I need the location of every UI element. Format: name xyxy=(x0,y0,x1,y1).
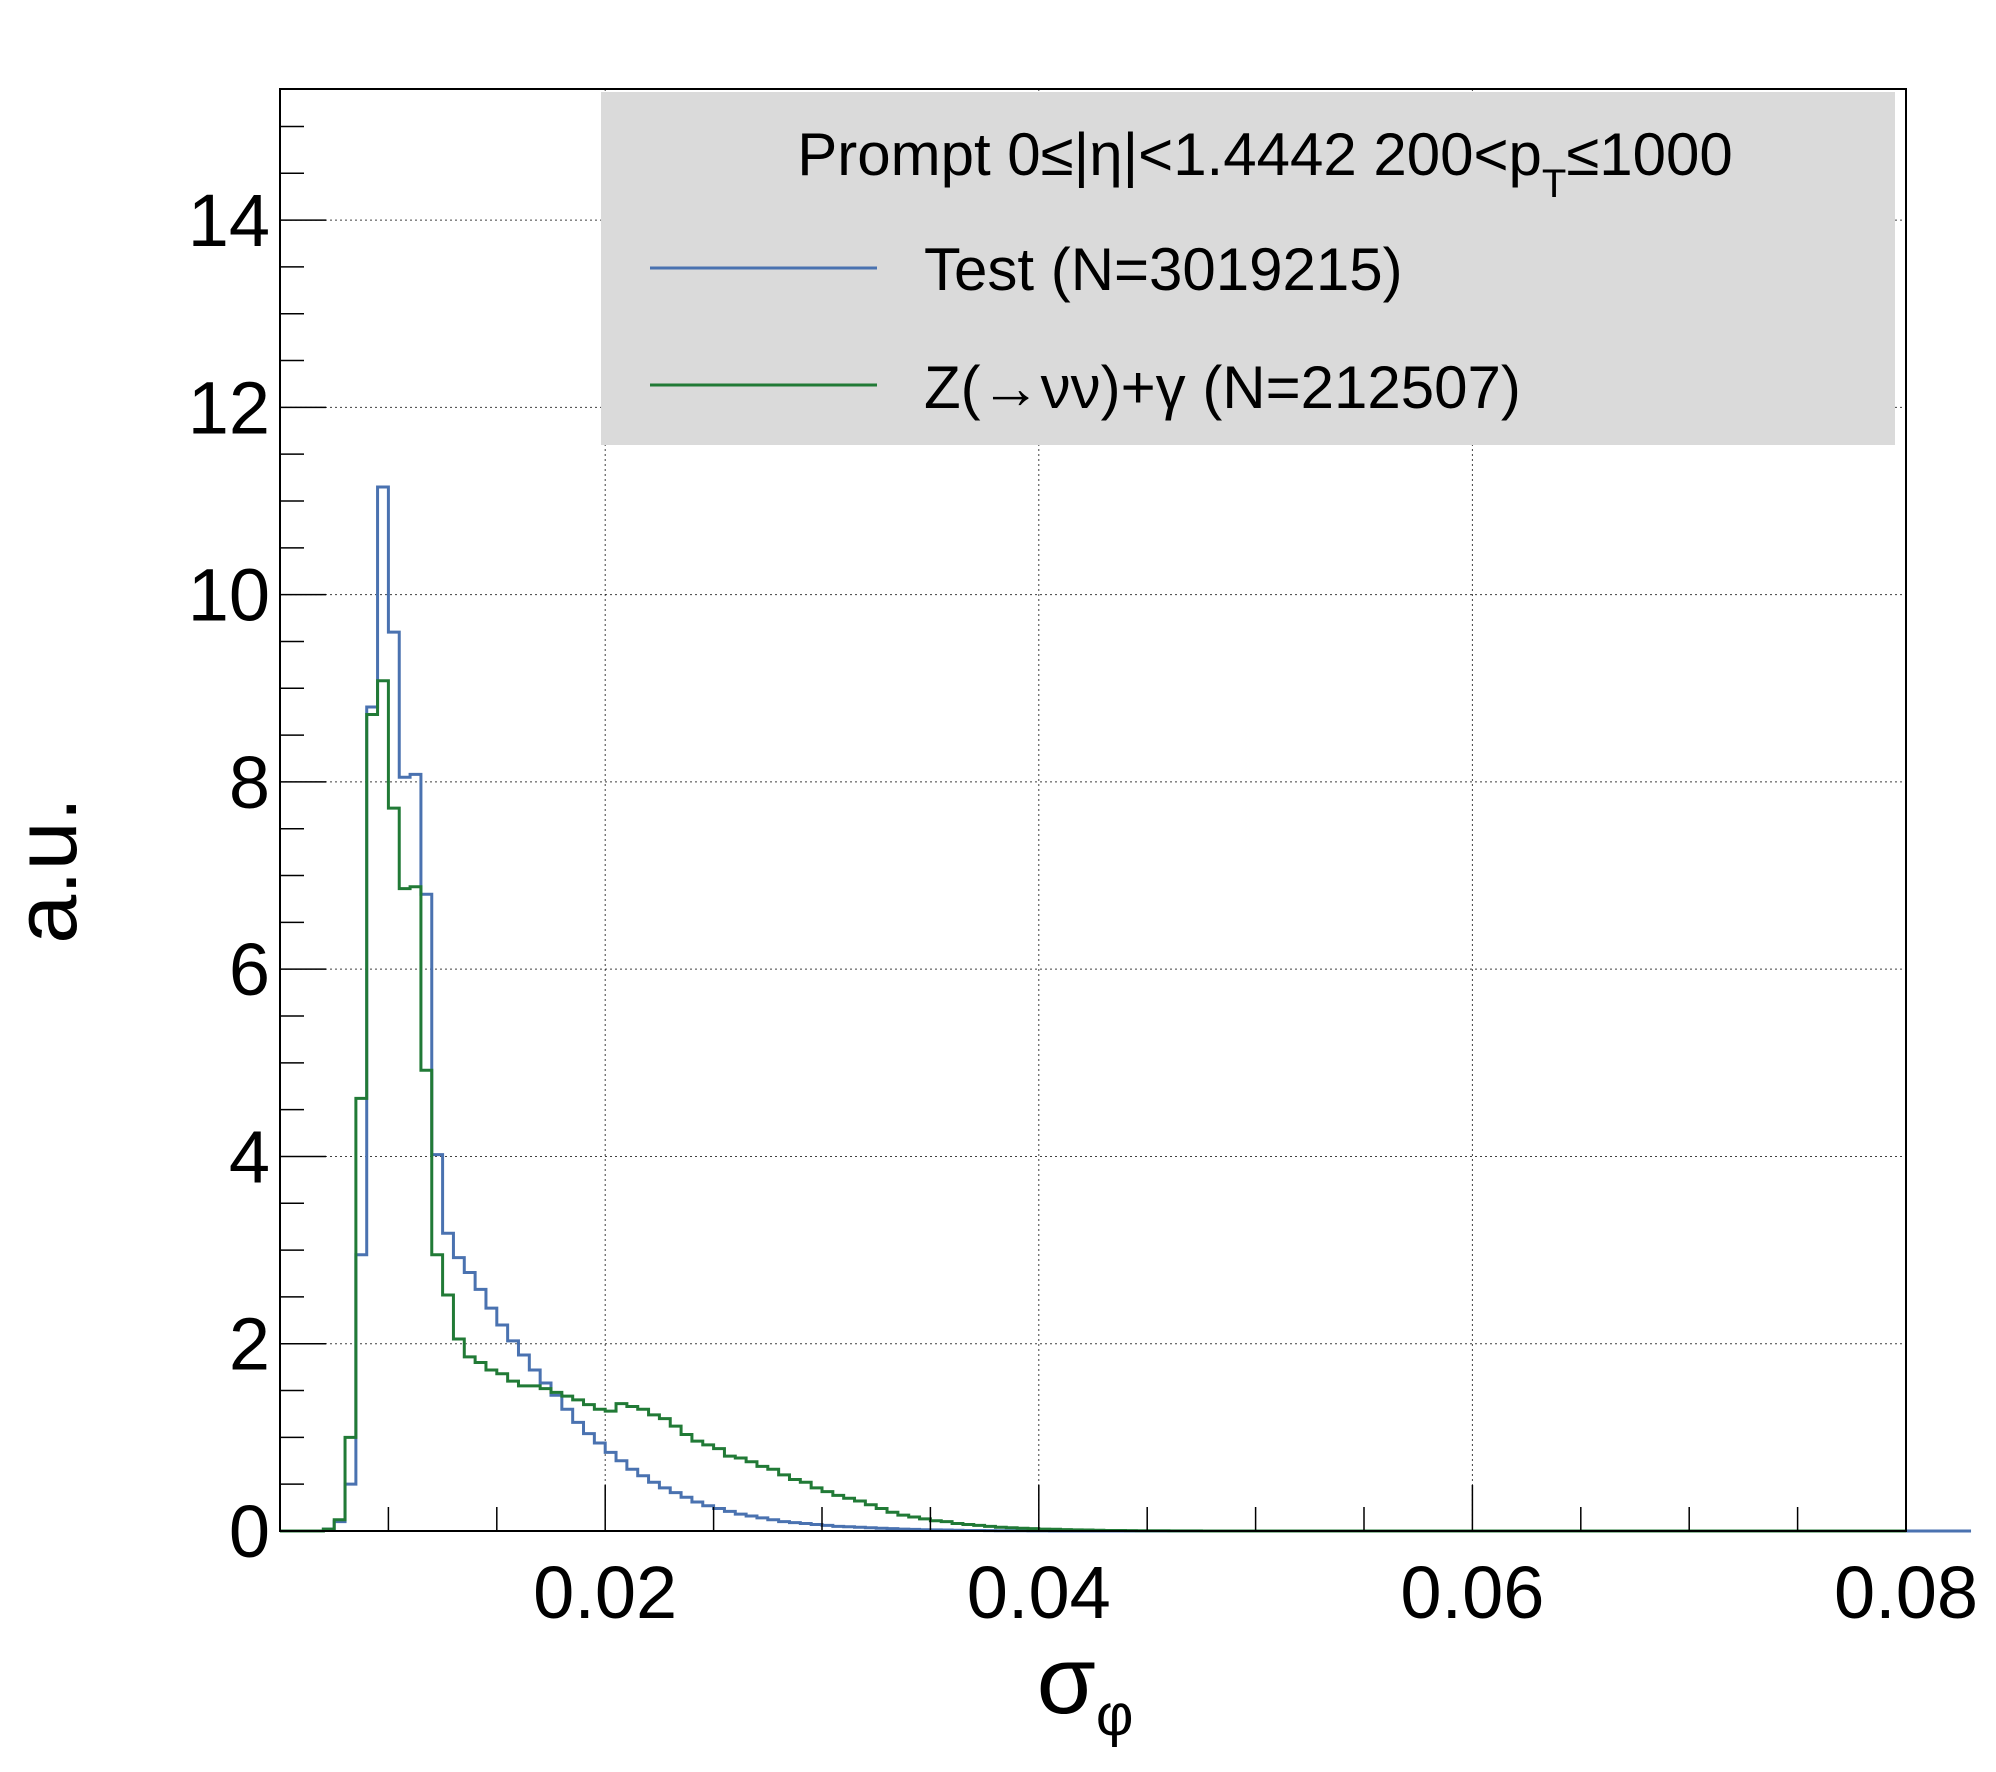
x-tick-label: 0.04 xyxy=(967,1551,1111,1634)
x-tick-labels: 0.02 0.04 0.06 0.08 xyxy=(533,1551,1978,1634)
legend-header: Prompt 0≤|η|<1.4442 200<pT≤1000 xyxy=(797,121,1732,206)
y-tick-label: 12 xyxy=(188,366,270,449)
y-tick-labels: 0 2 4 6 8 10 12 14 xyxy=(188,179,270,1573)
y-tick-label: 4 xyxy=(229,1115,270,1198)
y-axis-title: a.u. xyxy=(0,797,95,944)
legend-header-tail: ≤1000 xyxy=(1566,121,1732,188)
plot-frame xyxy=(279,88,1907,1532)
y-tick-label: 14 xyxy=(188,179,270,262)
legend-label-test: Test (N=3019215) xyxy=(924,236,1403,303)
y-tick-label: 2 xyxy=(229,1303,270,1386)
x-axis-title-subscript: φ xyxy=(1096,1683,1134,1748)
legend-label-zgamma: Z(→νν)+γ (N=212507) xyxy=(924,354,1521,421)
x-axis-title: σφ xyxy=(1037,1627,1134,1748)
x-tick-label: 0.08 xyxy=(1834,1551,1978,1634)
axis-ticks xyxy=(280,125,1907,1532)
y-tick-label: 8 xyxy=(229,741,270,824)
y-tick-label: 6 xyxy=(229,928,270,1011)
legend-header-subscript: T xyxy=(1542,162,1566,206)
x-axis-title-symbol: σ xyxy=(1037,1627,1096,1734)
y-tick-label: 0 xyxy=(229,1490,270,1573)
legend: Prompt 0≤|η|<1.4442 200<pT≤1000 Test (N=… xyxy=(601,92,1895,445)
x-tick-label: 0.06 xyxy=(1400,1551,1544,1634)
x-tick-label: 0.02 xyxy=(533,1551,677,1634)
legend-header-main: Prompt 0≤|η|<1.4442 200<p xyxy=(797,121,1542,188)
y-tick-label: 10 xyxy=(188,554,270,637)
